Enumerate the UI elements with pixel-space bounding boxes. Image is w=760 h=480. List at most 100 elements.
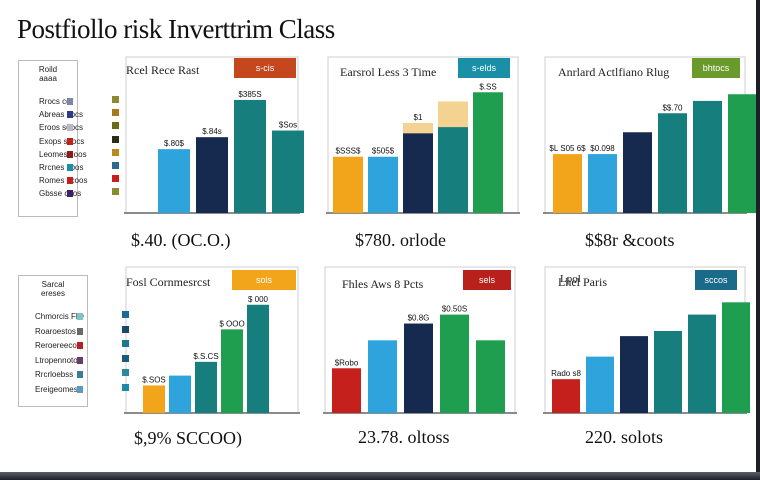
chart-panel-1: Rcel Rece Rast s-cis $.80$ $.84s $385S $Sos $.…	[16, 55, 306, 250]
bar-value-label: $SSS$	[336, 147, 361, 156]
bar-value-label: $.80$	[164, 139, 185, 148]
legend-swatch	[67, 190, 73, 198]
legend-header: Sarcal	[41, 280, 65, 289]
side-swatch	[112, 175, 119, 183]
bar-5	[247, 304, 269, 413]
bar-value-label: Rado s8	[551, 369, 581, 378]
bar-6	[722, 302, 750, 413]
side-label: Lpol	[560, 273, 581, 285]
chart-tab: sels	[463, 270, 511, 290]
bar-3	[403, 133, 433, 213]
bar-value-label: $L S05 6$	[549, 144, 586, 153]
side-swatch	[122, 369, 129, 376]
bar-4	[272, 130, 304, 213]
legend-swatch	[77, 371, 83, 378]
chart-panel-5: Fhles Aws 8 Pcts sels $Robo $0.8G $0.50S 23.7…	[320, 265, 525, 455]
chart-tab: sccos	[695, 270, 737, 290]
bar-2	[588, 154, 617, 213]
bar-value-label: $0.098	[590, 144, 615, 153]
legend-item: Ltropennotos	[35, 355, 82, 365]
side-swatch	[112, 188, 119, 196]
bar-3	[623, 132, 652, 213]
bar-1	[143, 385, 165, 413]
bar-1	[552, 379, 580, 413]
legend-swatch	[67, 137, 73, 145]
bar-3	[404, 323, 433, 413]
legend-swatch	[67, 177, 73, 185]
side-swatch	[112, 109, 119, 117]
legend-swatch	[67, 164, 73, 171]
chart-title: Fosl Cornmesrcst	[126, 275, 211, 289]
legend-swatch	[77, 342, 83, 349]
bar-2	[586, 356, 614, 413]
legend-header: aaaa	[39, 74, 57, 83]
bar-4	[658, 113, 687, 213]
legend-item: Roaroestos	[35, 326, 76, 336]
chart-tab: s-cis	[234, 58, 296, 78]
chart-footer-value: $.40. (OC.O.)	[131, 230, 231, 250]
bar-5	[688, 314, 716, 413]
bar-value-label: $ 000	[248, 295, 269, 304]
bar-5	[476, 340, 505, 413]
bar-2	[196, 137, 228, 213]
side-swatch	[122, 383, 129, 391]
legend-swatch	[67, 111, 73, 119]
legend-swatch	[67, 124, 73, 132]
side-swatch	[122, 325, 129, 333]
legend-item: Rrcnes coos	[39, 163, 84, 172]
legend-item: Rrocs cor	[39, 97, 74, 106]
bar-value-label: $Robo	[335, 358, 359, 367]
legend-item: Abreas cocs	[39, 110, 84, 120]
legend-item: Gbsse coos	[39, 189, 82, 199]
chart-svg: $Robo $0.8G $0.50S	[323, 266, 517, 414]
bar-2	[368, 340, 397, 413]
chart-panel-3: Anrlard Actlfiano Rlug bhtocs $L S05 6$ $0.…	[540, 55, 757, 250]
bar-value-label: $.SOS	[142, 375, 166, 384]
legend-swatch	[67, 98, 73, 105]
legend-item: Chmorcis FlO	[35, 312, 84, 321]
bar-value-label: $385S	[238, 90, 261, 99]
side-swatch	[112, 148, 119, 156]
legend-swatch	[67, 150, 73, 158]
bar-1	[158, 149, 190, 213]
bar-value-label: $ OOO	[219, 319, 244, 328]
chart-svg: Rado s8	[543, 266, 750, 414]
chart-title: Earsrol Less 3 Time	[340, 65, 437, 79]
chart-title: Anrlard Actlfiano Rlug	[558, 65, 670, 79]
chart-panel-2: Earsrol Less 3 Time s-elds $SSS$ $505$ $1 $.S…	[320, 55, 525, 250]
bar-6	[728, 94, 757, 213]
chart-svg: $SSS$ $505$ $1 $.SS	[326, 56, 520, 214]
side-swatch	[112, 122, 119, 130]
chart-panel-6: Lhel Paris sccos Rado s8 Lpol 220. solots	[540, 265, 750, 455]
chart-footer-value: 220. solots	[585, 427, 664, 447]
chart-svg: $.80$ $.84s $385S $Sos	[124, 56, 304, 214]
bar-2	[169, 375, 191, 413]
bar-1	[333, 156, 363, 213]
chart-tab: s-elds	[458, 58, 510, 78]
bar-highlight-3	[403, 122, 433, 134]
side-swatch	[112, 135, 119, 143]
chart-tab: sols	[232, 270, 296, 290]
legend-item: Reroereecos	[35, 341, 81, 350]
bar-value-label: $.SS	[479, 82, 496, 91]
legend-swatch	[77, 356, 83, 364]
chart-title: Lhel Paris	[558, 275, 607, 289]
legend-item: Exops soocs	[39, 136, 85, 146]
frame-edge-right	[756, 0, 760, 480]
bar-value-label: $.84s	[202, 127, 222, 136]
chart-footer-value: 23.78. oltoss	[358, 427, 450, 447]
bar-3	[195, 361, 217, 413]
bar-1	[553, 154, 582, 213]
bar-5	[473, 92, 503, 213]
side-swatch	[122, 311, 129, 318]
bar-value-label: $.S.CS	[193, 352, 218, 361]
bar-value-label: $0.50S	[442, 305, 467, 314]
bar-5	[693, 100, 722, 213]
side-swatch	[112, 96, 119, 103]
bar-value-label: $0.8G	[408, 314, 430, 323]
bar-3	[234, 99, 266, 213]
bar-4	[221, 329, 243, 413]
legend-swatch	[77, 385, 83, 393]
legend-item: Eroos soocs	[39, 123, 84, 133]
